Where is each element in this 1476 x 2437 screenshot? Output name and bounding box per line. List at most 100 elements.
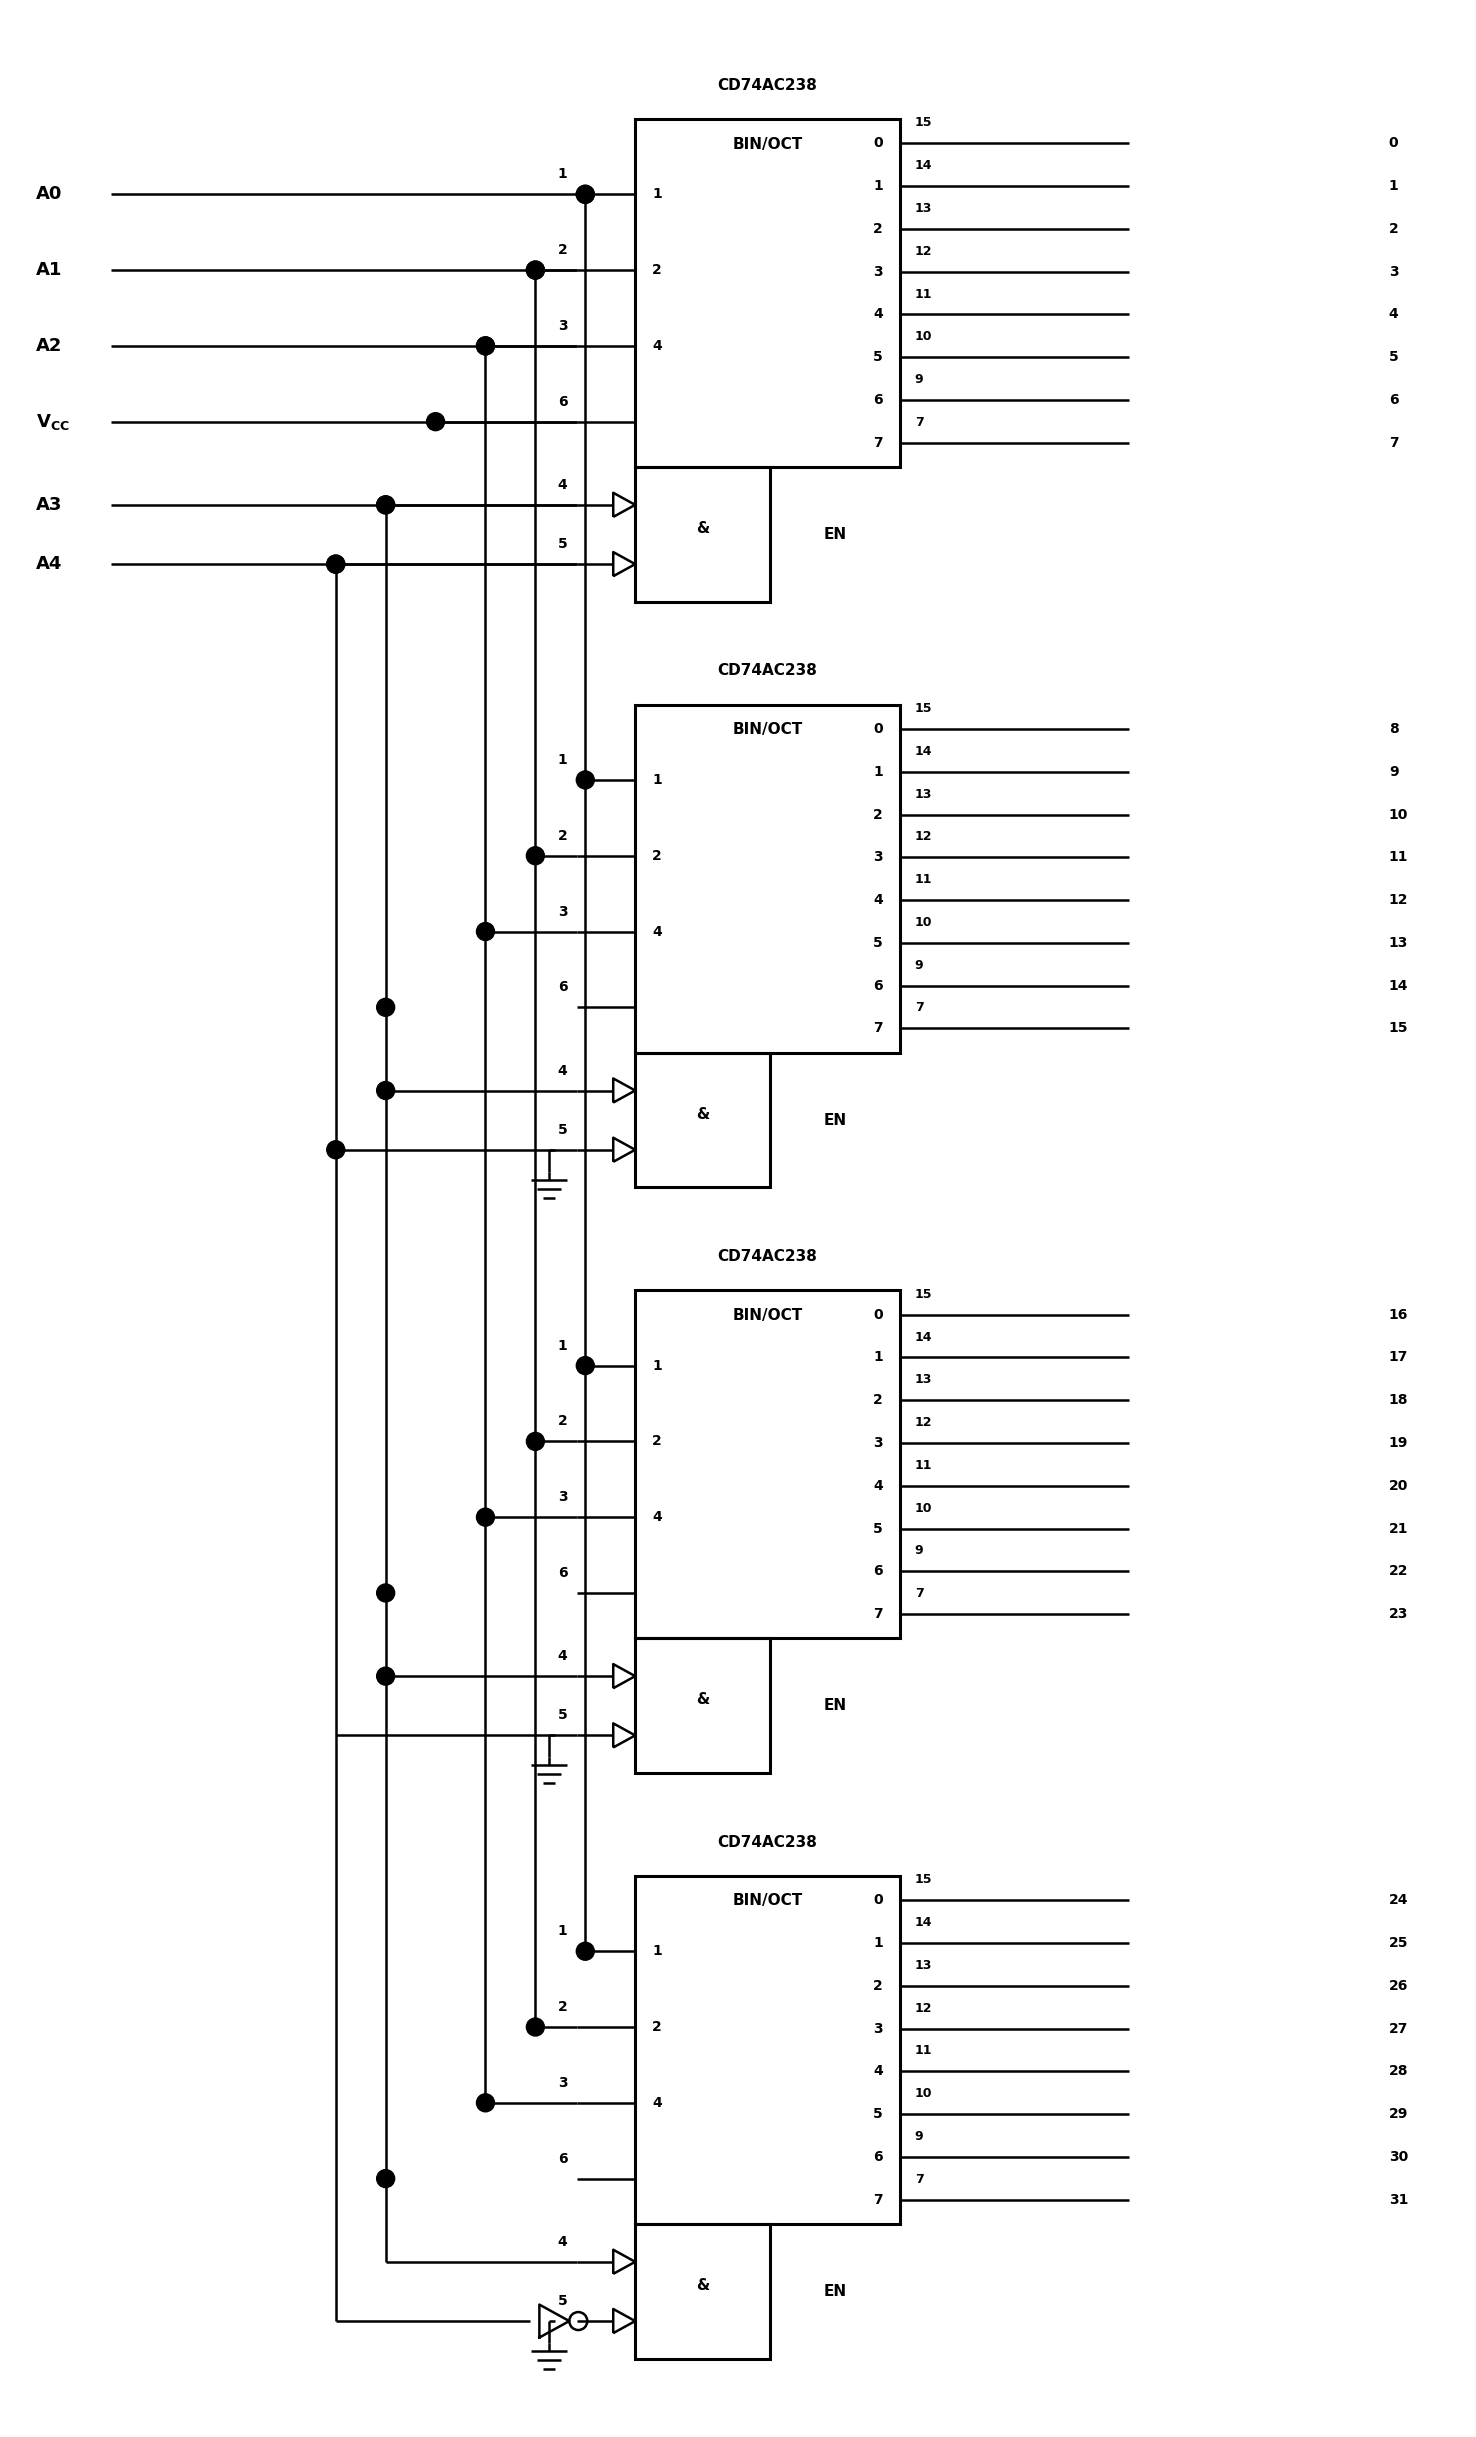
Circle shape xyxy=(527,846,545,865)
Bar xyxy=(635,468,770,602)
Text: BIN/OCT: BIN/OCT xyxy=(732,1894,803,1908)
Text: 24: 24 xyxy=(1389,1894,1408,1908)
Text: 1: 1 xyxy=(558,1338,567,1353)
Text: 7: 7 xyxy=(915,1002,924,1014)
Text: BIN/OCT: BIN/OCT xyxy=(732,721,803,736)
Text: 29: 29 xyxy=(1389,2108,1408,2120)
Text: &: & xyxy=(697,2279,708,2293)
Text: A0: A0 xyxy=(37,185,62,202)
Text: A4: A4 xyxy=(37,556,62,573)
Text: &: & xyxy=(697,1106,708,1121)
Circle shape xyxy=(477,1509,494,1526)
Text: 12: 12 xyxy=(915,2001,933,2015)
Text: 0: 0 xyxy=(874,1309,883,1321)
Text: 21: 21 xyxy=(1389,1521,1408,1535)
Text: 5: 5 xyxy=(872,1521,883,1535)
Text: 19: 19 xyxy=(1389,1435,1408,1450)
Text: 5: 5 xyxy=(1389,351,1399,363)
Text: 11: 11 xyxy=(915,288,933,300)
Circle shape xyxy=(326,1141,345,1158)
Text: 4: 4 xyxy=(652,339,661,353)
Text: BIN/OCT: BIN/OCT xyxy=(732,136,803,151)
Circle shape xyxy=(477,336,494,356)
Circle shape xyxy=(376,2169,394,2188)
Text: &: & xyxy=(697,522,708,536)
Circle shape xyxy=(527,2018,545,2035)
Text: 10: 10 xyxy=(915,916,933,928)
Bar xyxy=(635,119,900,468)
Text: 15: 15 xyxy=(915,1287,933,1301)
Text: EN: EN xyxy=(824,1114,846,1128)
Text: 6: 6 xyxy=(874,1565,883,1579)
Text: 4: 4 xyxy=(558,1063,567,1077)
Text: 11: 11 xyxy=(915,872,933,887)
Text: 9: 9 xyxy=(915,958,924,972)
Text: 1: 1 xyxy=(652,1357,661,1372)
Bar xyxy=(635,1053,770,1187)
Circle shape xyxy=(376,495,394,514)
Text: 7: 7 xyxy=(915,1586,924,1601)
Text: 4: 4 xyxy=(652,924,661,938)
Text: 2: 2 xyxy=(1389,222,1399,236)
Text: CD74AC238: CD74AC238 xyxy=(717,1248,818,1265)
Text: 12: 12 xyxy=(915,1416,933,1428)
Text: 4: 4 xyxy=(872,307,883,322)
Text: 5: 5 xyxy=(558,536,567,551)
Text: 2: 2 xyxy=(652,1435,661,1448)
Circle shape xyxy=(576,185,595,202)
Text: 7: 7 xyxy=(915,417,924,429)
Text: 1: 1 xyxy=(652,773,661,787)
Text: CD74AC238: CD74AC238 xyxy=(717,78,818,93)
Text: 1: 1 xyxy=(872,1350,883,1365)
Text: 14: 14 xyxy=(1389,980,1408,992)
Circle shape xyxy=(576,1942,595,1959)
Text: CD74AC238: CD74AC238 xyxy=(717,663,818,677)
Text: 4: 4 xyxy=(652,1511,661,1523)
Text: 2: 2 xyxy=(872,1979,883,1993)
Text: 20: 20 xyxy=(1389,1479,1408,1494)
Text: 28: 28 xyxy=(1389,2064,1408,2079)
Circle shape xyxy=(576,185,595,202)
Text: 3: 3 xyxy=(874,266,883,278)
Text: 14: 14 xyxy=(915,158,933,173)
Text: 26: 26 xyxy=(1389,1979,1408,1993)
Text: 12: 12 xyxy=(915,244,933,258)
Text: 15: 15 xyxy=(915,117,933,129)
Text: 6: 6 xyxy=(874,2149,883,2164)
Text: &: & xyxy=(697,1691,708,1708)
Text: 5: 5 xyxy=(558,1708,567,1723)
Circle shape xyxy=(326,556,345,573)
Circle shape xyxy=(477,2093,494,2113)
Text: 1: 1 xyxy=(558,1925,567,1937)
Text: 1: 1 xyxy=(652,1945,661,1959)
Text: 27: 27 xyxy=(1389,2023,1408,2035)
Circle shape xyxy=(576,1357,595,1374)
Text: 17: 17 xyxy=(1389,1350,1408,1365)
Text: 0: 0 xyxy=(874,1894,883,1908)
Text: 16: 16 xyxy=(1389,1309,1408,1321)
Text: 5: 5 xyxy=(872,351,883,363)
Text: 9: 9 xyxy=(1389,765,1398,780)
Text: 13: 13 xyxy=(1389,936,1408,950)
Text: 2: 2 xyxy=(872,1394,883,1406)
Text: 6: 6 xyxy=(558,395,567,409)
Circle shape xyxy=(527,1433,545,1450)
Text: 4: 4 xyxy=(1389,307,1399,322)
Text: 3: 3 xyxy=(558,319,567,334)
Text: 13: 13 xyxy=(915,202,931,214)
Text: 4: 4 xyxy=(558,478,567,492)
Circle shape xyxy=(326,556,345,573)
Text: EN: EN xyxy=(824,2283,846,2298)
Text: 3: 3 xyxy=(874,1435,883,1450)
Text: 15: 15 xyxy=(915,1874,933,1886)
Text: 2: 2 xyxy=(558,2001,567,2013)
Text: 0: 0 xyxy=(874,721,883,736)
Text: 6: 6 xyxy=(874,980,883,992)
Text: 22: 22 xyxy=(1389,1565,1408,1579)
Text: 10: 10 xyxy=(915,1501,933,1513)
Text: 31: 31 xyxy=(1389,2193,1408,2208)
Text: 15: 15 xyxy=(915,702,933,714)
Text: EN: EN xyxy=(824,526,846,541)
Text: 3: 3 xyxy=(558,2076,567,2091)
Text: 7: 7 xyxy=(874,1021,883,1036)
